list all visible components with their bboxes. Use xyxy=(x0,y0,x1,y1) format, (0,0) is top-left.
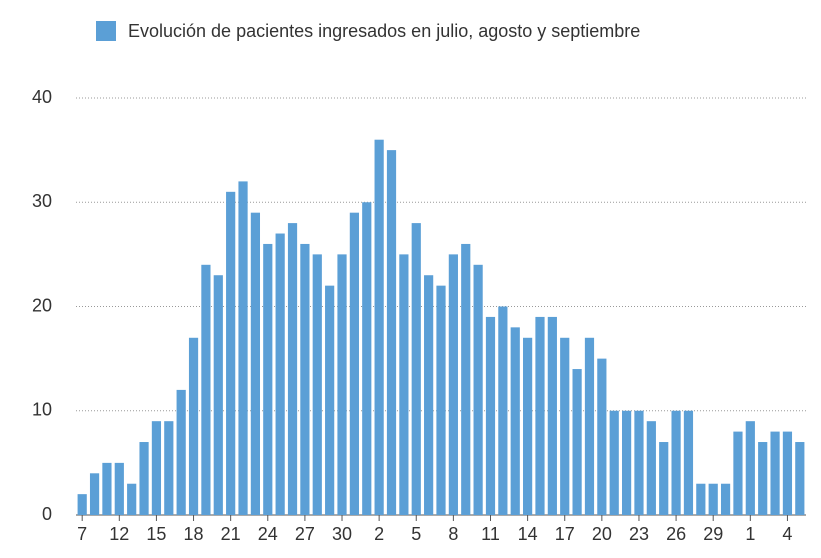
bar xyxy=(461,243,471,515)
bar xyxy=(77,494,87,515)
bar xyxy=(535,316,545,515)
bar xyxy=(89,473,100,515)
bar xyxy=(164,421,174,515)
x-tick-label: 20 xyxy=(592,524,612,544)
bar xyxy=(547,316,557,515)
x-tick-label: 8 xyxy=(448,524,458,544)
bar xyxy=(671,410,681,515)
bar xyxy=(634,410,644,515)
bar xyxy=(473,264,483,515)
bar xyxy=(560,337,570,515)
bar xyxy=(300,243,310,515)
bar xyxy=(646,421,656,515)
bar xyxy=(399,254,409,515)
bar xyxy=(151,421,162,515)
bar xyxy=(176,389,186,515)
bar xyxy=(386,150,397,515)
bar xyxy=(572,369,582,515)
x-tick-label: 30 xyxy=(332,524,352,544)
bar xyxy=(424,275,434,515)
bar xyxy=(523,337,533,515)
x-tick-label: 17 xyxy=(555,524,575,544)
bar xyxy=(238,181,248,515)
bar xyxy=(720,483,731,515)
x-tick-label: 21 xyxy=(221,524,241,544)
y-tick-label: 30 xyxy=(32,191,52,211)
x-tick-label: 15 xyxy=(146,524,166,544)
bar xyxy=(795,442,805,515)
legend-swatch xyxy=(96,21,116,41)
bar xyxy=(498,306,508,515)
bar xyxy=(312,254,322,515)
x-tick-label: 27 xyxy=(295,524,315,544)
x-tick-label: 24 xyxy=(258,524,278,544)
x-tick-label: 4 xyxy=(782,524,792,544)
bar xyxy=(621,410,632,515)
x-tick-label: 26 xyxy=(666,524,686,544)
bar xyxy=(374,139,384,515)
bar xyxy=(325,285,335,515)
bar xyxy=(485,316,496,515)
legend-label: Evolución de pacientes ingresados en jul… xyxy=(128,21,640,41)
bar xyxy=(411,223,421,515)
bar xyxy=(275,233,285,515)
bar xyxy=(337,254,347,515)
bar xyxy=(683,410,694,515)
bar xyxy=(696,483,706,515)
bar xyxy=(250,212,261,516)
bar xyxy=(201,264,211,515)
bar xyxy=(733,431,743,515)
bar xyxy=(708,483,718,515)
bar xyxy=(102,462,112,515)
bar xyxy=(287,223,298,515)
bar xyxy=(213,275,223,515)
bar xyxy=(597,358,607,515)
bar xyxy=(114,462,124,515)
bar xyxy=(745,421,755,515)
bar xyxy=(510,327,520,515)
bar xyxy=(584,337,595,515)
bar xyxy=(263,243,273,515)
bar xyxy=(609,410,619,515)
bar xyxy=(659,442,669,515)
x-tick-label: 1 xyxy=(745,524,755,544)
x-tick-label: 29 xyxy=(703,524,723,544)
bar xyxy=(226,191,236,515)
bar xyxy=(127,483,137,515)
y-tick-label: 40 xyxy=(32,87,52,107)
x-tick-label: 18 xyxy=(184,524,204,544)
bar xyxy=(349,212,359,516)
bar xyxy=(782,431,793,515)
bar xyxy=(770,431,780,515)
x-tick-label: 7 xyxy=(77,524,87,544)
bar xyxy=(362,202,372,515)
y-tick-label: 0 xyxy=(42,504,52,524)
x-tick-label: 11 xyxy=(481,524,500,544)
x-tick-label: 23 xyxy=(629,524,649,544)
bar xyxy=(436,285,446,515)
bar xyxy=(188,337,199,515)
bar xyxy=(139,442,149,515)
y-tick-label: 20 xyxy=(32,295,52,315)
x-tick-label: 12 xyxy=(109,524,129,544)
bar xyxy=(448,254,458,515)
x-tick-label: 14 xyxy=(518,524,538,544)
x-tick-label: 5 xyxy=(411,524,421,544)
bar xyxy=(758,442,768,515)
y-tick-label: 10 xyxy=(32,400,52,420)
x-tick-label: 2 xyxy=(374,524,384,544)
